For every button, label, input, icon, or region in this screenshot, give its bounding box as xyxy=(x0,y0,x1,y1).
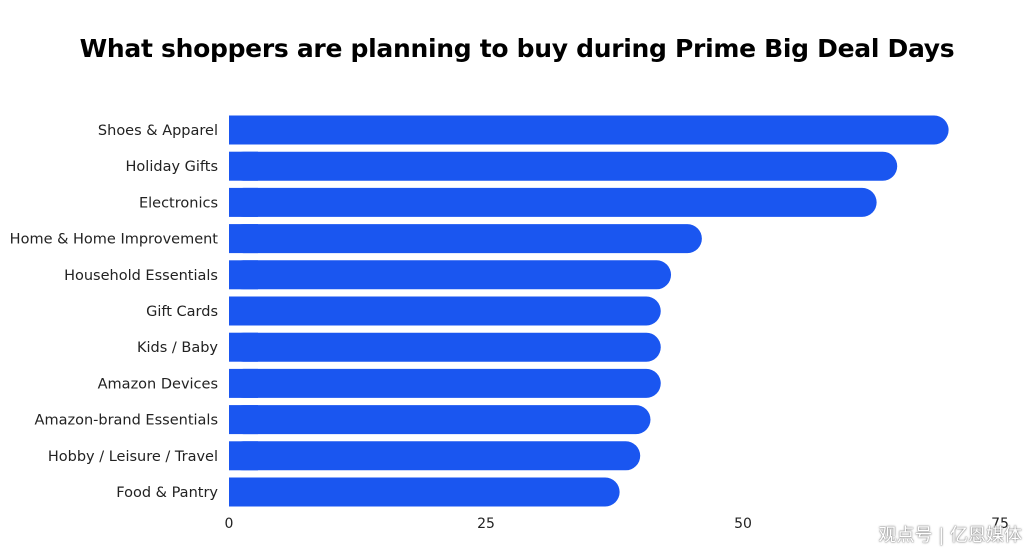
bar-4 xyxy=(229,260,672,290)
bar-6-base xyxy=(229,332,258,362)
category-label: Amazon-brand Essentials xyxy=(35,413,218,429)
x-tick-label: 0 xyxy=(225,516,234,532)
bar-3 xyxy=(229,224,702,254)
chart-title: What shoppers are planning to buy during… xyxy=(79,34,955,63)
category-label: Gift Cards xyxy=(146,304,218,320)
category-label: Hobby / Leisure / Travel xyxy=(48,449,218,465)
category-label: Household Essentials xyxy=(64,268,218,284)
bar-1 xyxy=(229,151,898,181)
bar-9-base xyxy=(229,441,258,471)
bars-group xyxy=(229,115,949,507)
bar-8-base xyxy=(229,405,258,435)
bar-9 xyxy=(229,441,641,471)
category-label: Holiday Gifts xyxy=(126,159,218,175)
bar-4-base xyxy=(229,260,258,290)
bar-2 xyxy=(229,187,877,217)
bar-5 xyxy=(229,296,661,326)
x-tick-label: 25 xyxy=(477,516,495,532)
bar-10 xyxy=(229,477,620,507)
category-label: Shoes & Apparel xyxy=(98,123,218,139)
x-tick-label: 75 xyxy=(991,516,1009,532)
bar-2-base xyxy=(229,187,258,217)
bar-0 xyxy=(229,115,949,145)
category-label: Electronics xyxy=(139,195,218,211)
bar-1-base xyxy=(229,151,258,181)
category-label: Home & Home Improvement xyxy=(10,232,219,248)
category-label: Amazon Devices xyxy=(98,376,218,392)
watermark: 观点号 | 亿恩媒体 xyxy=(878,525,1022,546)
x-tick-labels-group: 0 25 50 75 xyxy=(225,516,1009,532)
category-labels-group: Shoes & Apparel Holiday Gifts Electronics H… xyxy=(10,123,219,501)
bar-5-base xyxy=(229,296,258,326)
bar-6 xyxy=(229,332,661,362)
bar-10-base xyxy=(229,477,258,507)
category-label: Food & Pantry xyxy=(116,485,218,501)
bar-7 xyxy=(229,368,661,398)
bar-0-base xyxy=(229,115,258,145)
bar-7-base xyxy=(229,368,258,398)
x-tick-label: 50 xyxy=(734,516,752,532)
category-label: Kids / Baby xyxy=(137,340,218,356)
bar-3-base xyxy=(229,224,258,254)
bar-8 xyxy=(229,405,651,435)
